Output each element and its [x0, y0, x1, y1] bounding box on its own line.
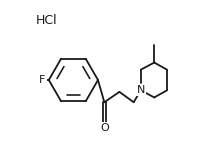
Text: HCl: HCl — [36, 14, 57, 27]
Text: O: O — [100, 123, 109, 133]
Text: F: F — [39, 75, 46, 85]
Text: N: N — [137, 85, 145, 95]
